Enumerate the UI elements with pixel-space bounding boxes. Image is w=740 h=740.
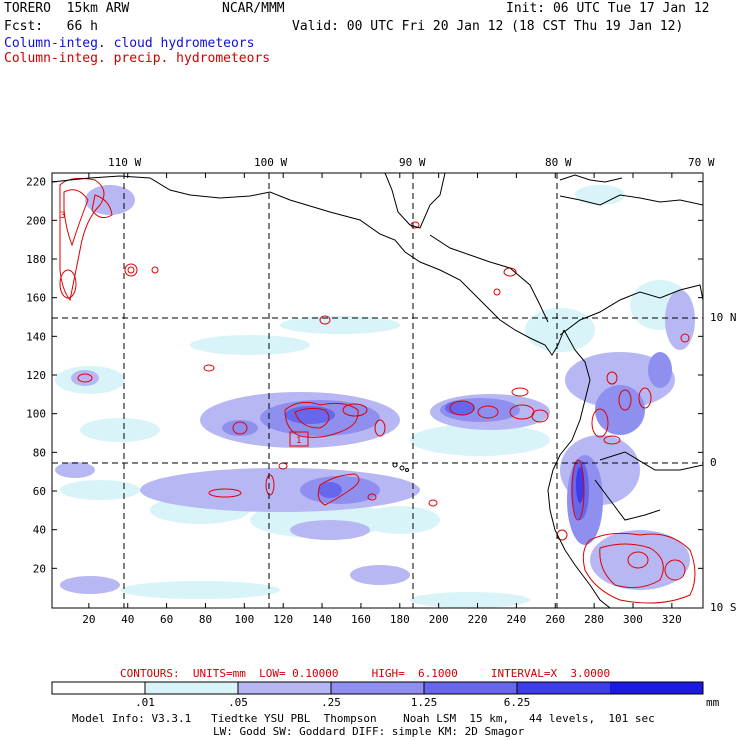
colorbar-label: 6.25 bbox=[504, 696, 531, 709]
colorbar-label: .25 bbox=[321, 696, 341, 709]
contours-info: CONTOURS: UNITS=mm LOW= 0.10000 HIGH= 6.… bbox=[120, 667, 611, 680]
y-ticks bbox=[52, 181, 703, 569]
coastline bbox=[52, 173, 703, 608]
x-ticks bbox=[88, 173, 673, 608]
contour-label-1: 1 bbox=[296, 436, 301, 446]
y-tick-label: 20 bbox=[33, 562, 46, 575]
contour-label-3: 3 bbox=[60, 211, 65, 221]
lat-lon-grid bbox=[52, 173, 703, 608]
colorbar-unit: mm bbox=[706, 696, 720, 709]
hydrometeor-field: 3 1 bbox=[55, 177, 696, 608]
organization-label: NCAR/MMM bbox=[222, 1, 285, 16]
x-tick-label: 100 bbox=[234, 613, 254, 626]
colorbar-swatch bbox=[424, 682, 518, 694]
colorbar-label: .05 bbox=[228, 696, 248, 709]
map-frame bbox=[51, 172, 704, 609]
y-tick-label: 220 bbox=[26, 176, 46, 189]
y-tick-label: 60 bbox=[33, 485, 46, 498]
x-tick-label: 40 bbox=[121, 613, 134, 626]
y-tick-label: 160 bbox=[26, 292, 46, 305]
colorbar-swatch bbox=[52, 682, 146, 694]
lat-label-10s: 10 S bbox=[710, 601, 737, 614]
lon-label-90w: 90 W bbox=[399, 156, 426, 169]
colorbar-swatch bbox=[610, 682, 704, 694]
x-tick-label: 60 bbox=[160, 613, 173, 626]
x-tick-label: 320 bbox=[662, 613, 682, 626]
colorbar-label: .01 bbox=[135, 696, 155, 709]
x-tick-label: 260 bbox=[545, 613, 565, 626]
forecast-hour: Fcst: 66 h bbox=[4, 19, 98, 34]
x-tick-label: 220 bbox=[468, 613, 488, 626]
x-tick-label: 80 bbox=[199, 613, 212, 626]
y-tick-label: 80 bbox=[33, 446, 46, 459]
colorbar-swatch bbox=[145, 682, 239, 694]
lon-label-100w: 100 W bbox=[254, 156, 288, 169]
y-tick-label: 200 bbox=[26, 214, 46, 227]
x-tick-label: 20 bbox=[82, 613, 95, 626]
x-tick-label: 140 bbox=[312, 613, 332, 626]
y-tick-label: 120 bbox=[26, 369, 46, 382]
lat-label-10n: 10 N bbox=[710, 311, 737, 324]
model-title: TORERO 15km ARW bbox=[4, 1, 130, 16]
x-tick-label: 300 bbox=[623, 613, 643, 626]
lat-label-0: 0 bbox=[710, 456, 717, 469]
lon-label-110w: 110 W bbox=[108, 156, 142, 169]
y-tick-label: 140 bbox=[26, 330, 46, 343]
cloud-hydrometeors-label: Column-integ. cloud hydrometeors bbox=[4, 36, 255, 51]
colorbar-label: 1.25 bbox=[411, 696, 438, 709]
x-tick-label: 180 bbox=[390, 613, 410, 626]
colorbar: .01 .05 .25 1.25 6.25 mm bbox=[51, 681, 720, 709]
y-tick-label: 180 bbox=[26, 253, 46, 266]
colorbar-swatch bbox=[517, 682, 611, 694]
y-tick-label: 40 bbox=[33, 524, 46, 537]
colorbar-swatch bbox=[238, 682, 332, 694]
y-tick-label: 100 bbox=[26, 408, 46, 421]
y-tick-labels: 20 40 60 80 100 120 140 160 180 200 220 bbox=[26, 176, 46, 576]
x-tick-label: 240 bbox=[506, 613, 526, 626]
x-tick-label: 200 bbox=[429, 613, 449, 626]
precip-hydrometeors-label: Column-integ. precip. hydrometeors bbox=[4, 51, 271, 66]
x-tick-labels: 20 40 60 80 100 120 140 160 180 200 220 240 260 280 30… bbox=[82, 613, 682, 626]
init-time: Init: 06 UTC Tue 17 Jan 12 bbox=[506, 1, 710, 16]
x-tick-label: 280 bbox=[584, 613, 604, 626]
valid-time: Valid: 00 UTC Fri 20 Jan 12 (18 CST Thu … bbox=[292, 19, 684, 34]
x-tick-label: 120 bbox=[273, 613, 293, 626]
lon-label-80w: 80 W bbox=[545, 156, 572, 169]
colorbar-swatch bbox=[331, 682, 425, 694]
x-tick-label: 160 bbox=[351, 613, 371, 626]
model-info-line: Model Info: V3.3.1 Tiedtke YSU PBL Thomp… bbox=[72, 712, 655, 725]
lon-label-70w: 70 W bbox=[688, 156, 715, 169]
physics-info-line: LW: Godd SW: Goddard DIFF: simple KM: 2D… bbox=[213, 725, 525, 738]
